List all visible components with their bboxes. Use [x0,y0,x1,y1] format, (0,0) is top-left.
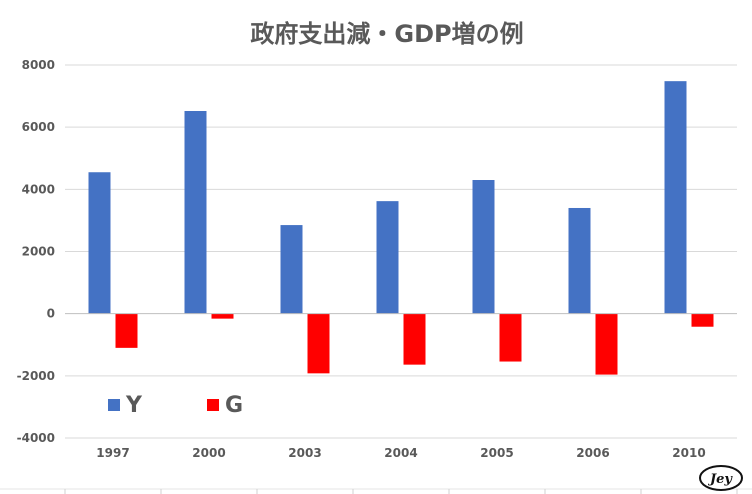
bar-g-2000 [211,313,234,319]
y-tick-label: -4000 [17,431,55,445]
bar-y-2005 [472,180,495,314]
bar-g-2006 [595,313,618,375]
y-tick-label: 8000 [22,58,55,72]
bar-g-1997 [115,313,138,348]
x-tick-label: 2010 [672,446,705,460]
bar-y-2006 [568,207,591,314]
legend-label-y: Y [125,393,143,418]
logo-text: Jey [707,472,733,487]
gridlines [65,64,737,439]
bar-g-2004 [403,313,426,365]
bar-y-2003 [280,225,303,314]
x-axis-labels: 1997 2000 2003 2004 2005 2006 2010 [96,446,705,460]
bar-g-2005 [499,313,522,362]
bar-y-2004 [376,201,399,314]
bottom-tick-marks [0,488,752,494]
x-tick-label: 1997 [96,446,129,460]
x-tick-label: 2006 [576,446,609,460]
chart-title: 政府支出減・GDP増の例 [250,20,523,48]
y-tick-label: 0 [47,307,55,321]
y-tick-label: 4000 [22,182,55,196]
x-tick-label: 2000 [192,446,225,460]
bar-y-2000 [184,111,207,314]
legend-label-g: G [225,393,243,418]
x-tick-label: 2004 [384,446,417,460]
x-tick-label: 2005 [480,446,513,460]
bar-g-2010 [691,313,714,327]
bars [88,81,714,375]
bar-y-2010 [664,81,687,314]
y-axis-ticks: 8000 6000 4000 2000 0 -2000 -4000 [17,58,55,445]
legend-swatch-y [108,399,120,411]
legend-swatch-g [207,399,219,411]
jey-logo: Jey [699,465,743,491]
x-tick-label: 2003 [288,446,321,460]
y-tick-label: 6000 [22,120,55,134]
y-tick-label: -2000 [17,369,55,383]
bar-y-1997 [88,172,111,314]
bar-g-2003 [307,313,330,374]
y-tick-label: 2000 [22,245,55,259]
